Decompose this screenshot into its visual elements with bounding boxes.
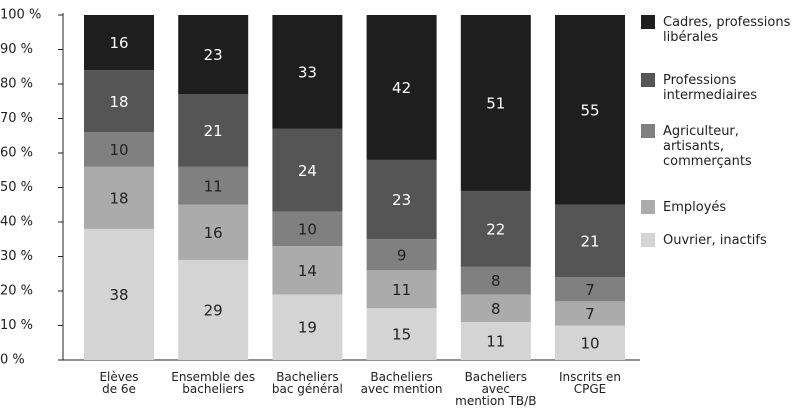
bar-segment	[555, 204, 625, 278]
value-label: 22	[486, 220, 505, 238]
value-label: 29	[204, 301, 223, 319]
bar-segment	[84, 166, 154, 229]
value-label: 21	[580, 232, 599, 250]
bar-segment	[84, 70, 154, 133]
value-label: 10	[109, 141, 128, 159]
value-label: 24	[298, 162, 317, 180]
y-tick-label: 40 %	[0, 215, 33, 230]
value-label: 19	[298, 319, 317, 337]
value-label: 18	[109, 93, 128, 111]
bar-segment	[272, 246, 343, 295]
y-tick-label: 30 %	[0, 249, 33, 264]
value-label: 16	[204, 224, 223, 242]
value-label: 15	[392, 326, 411, 344]
y-tick-label: 60 %	[0, 146, 33, 161]
y-tick-label: 90 %	[0, 42, 33, 57]
bar-segment	[84, 228, 154, 360]
bar-segment	[84, 132, 154, 167]
bar-segment	[178, 94, 249, 167]
value-label: 33	[298, 63, 317, 81]
y-tick-label: 80 %	[0, 77, 33, 92]
x-tick-label: Bacheliers bac général	[272, 370, 343, 396]
value-label: 8	[491, 300, 501, 318]
bar-segment	[178, 166, 249, 205]
value-label: 18	[109, 189, 128, 207]
bar-segment	[272, 128, 343, 212]
bar-segment	[366, 15, 437, 160]
y-tick-label: 10 %	[0, 318, 33, 333]
legend-label: Ouvrier, inactifs	[663, 233, 767, 248]
y-tick-label: 0 %	[0, 353, 25, 368]
value-label: 11	[486, 333, 505, 351]
value-label: 38	[109, 286, 128, 304]
bar-segment	[555, 325, 625, 360]
bar-segment	[366, 239, 437, 271]
value-label: 10	[580, 334, 599, 352]
value-label: 7	[585, 281, 595, 299]
value-label: 23	[392, 191, 411, 209]
bar-segment	[366, 308, 437, 360]
legend-swatch	[641, 15, 655, 29]
bar-segment	[460, 266, 531, 295]
x-tick-label: Ensemble des bacheliers	[171, 370, 255, 396]
y-tick-label: 100 %	[0, 8, 41, 23]
legend-label: Agriculteur, artisants, commerçants	[663, 124, 752, 169]
bar-segment	[272, 15, 343, 129]
x-tick-label: Elèves de 6e	[99, 370, 138, 396]
bar-segment	[460, 15, 531, 191]
value-label: 11	[204, 177, 223, 195]
legend-swatch	[641, 200, 655, 214]
value-label: 7	[585, 305, 595, 323]
value-label: 21	[204, 122, 223, 140]
value-label: 9	[397, 246, 407, 264]
bar-segment	[178, 15, 249, 95]
value-label: 23	[204, 46, 223, 64]
x-tick-label: Inscrits en CPGE	[559, 370, 621, 396]
legend-label: Cadres, professions libérales	[663, 15, 791, 45]
x-tick-label: Bacheliers avec mention	[361, 370, 443, 396]
legend-label: Professions intermediaires	[663, 73, 757, 103]
bar-segment	[366, 159, 437, 240]
value-label: 55	[580, 101, 599, 119]
bar-segment	[272, 211, 343, 247]
value-label: 8	[491, 272, 501, 290]
value-label: 42	[392, 79, 411, 97]
x-tick-label: Bacheliers avec mention TB/B	[455, 370, 536, 408]
bar-segment	[178, 204, 249, 260]
value-label: 10	[298, 220, 317, 238]
bar-segment	[272, 294, 343, 360]
bar-segment	[84, 15, 154, 71]
bar-segment	[555, 301, 625, 326]
bar-segment	[555, 15, 625, 205]
bar-segment	[555, 277, 625, 302]
value-label: 16	[109, 34, 128, 52]
bar-segment	[366, 270, 437, 309]
value-label: 51	[486, 94, 505, 112]
legend-swatch	[641, 233, 655, 247]
legend-swatch	[641, 73, 655, 87]
bar-segment	[460, 190, 531, 267]
bar-segment	[460, 322, 531, 360]
value-label: 14	[298, 262, 317, 280]
value-label: 11	[392, 281, 411, 299]
y-tick-label: 20 %	[0, 284, 33, 299]
legend-label: Employés	[663, 200, 726, 215]
bar-segment	[178, 259, 249, 360]
y-tick-label: 50 %	[0, 180, 33, 195]
bar-segment	[460, 294, 531, 323]
y-tick-label: 70 %	[0, 111, 33, 126]
legend-swatch	[641, 124, 655, 138]
